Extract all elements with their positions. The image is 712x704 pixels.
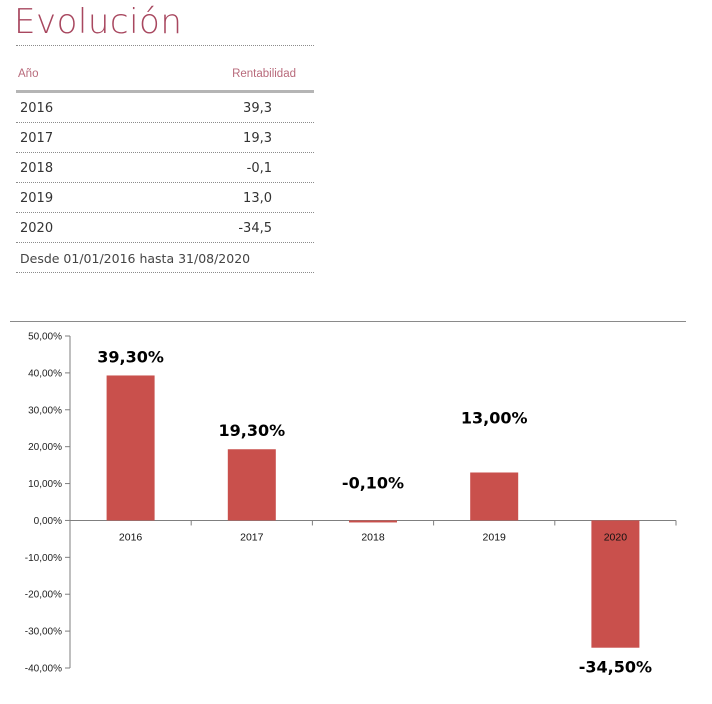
bar — [227, 449, 276, 521]
row-return: 39,3 — [243, 101, 272, 116]
row-year: 2019 — [20, 191, 54, 206]
row-year: 2020 — [20, 221, 54, 236]
table-row: 2018 -0,1 — [16, 153, 314, 183]
bar — [470, 472, 519, 521]
table-footnote-row: Desde 01/01/2016 hasta 31/08/2020 — [16, 243, 314, 273]
bar — [349, 520, 397, 523]
y-axis-tick-label: 20,00% — [28, 442, 62, 453]
data-label: 39,30% — [97, 347, 164, 366]
y-axis-tick-label: 30,00% — [28, 405, 62, 416]
y-axis-tick-label: 0,00% — [34, 516, 62, 527]
x-axis-category-label: 2019 — [483, 531, 507, 543]
y-axis-tick-label: 40,00% — [28, 368, 62, 379]
returns-bar-chart: 50,00% 40,00% 30,00% 20,00% 10,00% 0,00% -10,0… — [25, 332, 677, 677]
title-divider — [16, 45, 314, 46]
row-return: -34,5 — [238, 221, 272, 236]
y-axis-tick-label: 50,00% — [28, 332, 62, 343]
row-return: 13,0 — [243, 191, 272, 206]
row-return: 19,3 — [243, 131, 272, 146]
bar — [591, 520, 640, 648]
y-axis-tick-label: -10,00% — [25, 553, 62, 564]
table-footnote: Desde 01/01/2016 hasta 31/08/2020 — [20, 251, 251, 266]
y-axis-tick-label: -20,00% — [25, 590, 62, 601]
table-row: 2020 -34,5 — [16, 213, 314, 243]
table-row: 2017 19,3 — [16, 123, 314, 153]
y-axis-tick-label: -40,00% — [25, 664, 62, 675]
data-label: -34,50% — [579, 658, 652, 677]
row-year: 2016 — [20, 101, 54, 116]
table-header: Año Rentabilidad — [16, 62, 314, 93]
y-axis-tick-label: 10,00% — [28, 479, 62, 490]
column-header-year: Año — [18, 68, 39, 80]
row-year: 2018 — [20, 161, 54, 176]
column-header-return: Rentabilidad — [232, 68, 296, 80]
page-title: Evolución — [14, 2, 183, 42]
x-axis-category-label: 2018 — [361, 531, 385, 543]
x-axis-category-label: 2020 — [604, 531, 628, 543]
bar — [106, 375, 155, 521]
table-row: 2016 39,3 — [16, 93, 314, 123]
data-label: 19,30% — [218, 421, 285, 440]
x-axis-category-label: 2017 — [240, 531, 264, 543]
data-label: -0,10% — [342, 473, 404, 492]
data-label: 13,00% — [461, 408, 528, 427]
row-year: 2017 — [20, 131, 54, 146]
y-axis-tick-label: -30,00% — [25, 627, 62, 638]
row-return: -0,1 — [246, 161, 272, 176]
returns-table: Año Rentabilidad 2016 39,3 2017 19,3 201… — [16, 62, 314, 273]
table-row: 2019 13,0 — [16, 183, 314, 213]
chart-top-divider — [10, 321, 686, 322]
x-axis-category-label: 2016 — [119, 531, 143, 543]
